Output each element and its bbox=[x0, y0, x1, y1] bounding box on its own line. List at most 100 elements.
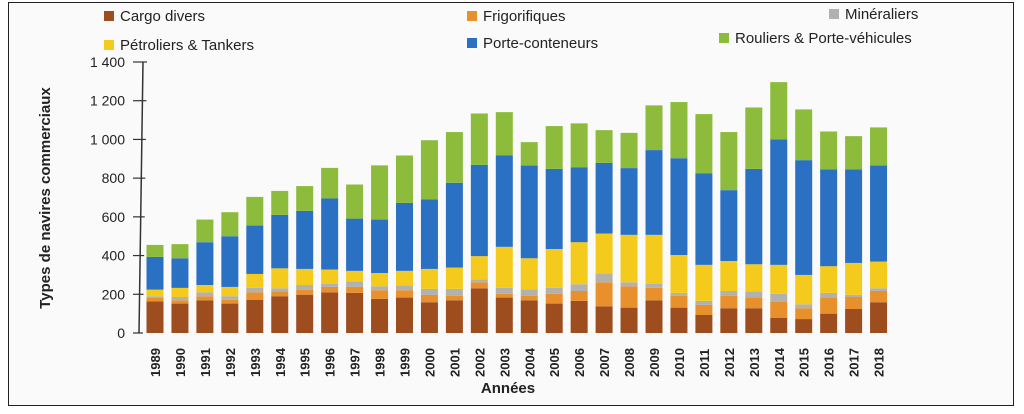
x-tick-label: 1999 bbox=[398, 348, 413, 377]
bar-porte-conteneurs-1995 bbox=[296, 210, 314, 269]
bar-stack-2006 bbox=[570, 123, 588, 333]
bar-frigorifiques-2015 bbox=[795, 308, 813, 320]
bar-frigorifiques-2012 bbox=[720, 295, 738, 309]
bar-cargo-divers-1996 bbox=[321, 292, 339, 333]
legend-swatch-cargo-divers bbox=[104, 11, 114, 21]
bar-stack-2001 bbox=[445, 132, 463, 333]
legend-swatch-petroliers-tankers bbox=[104, 40, 114, 50]
bar-stack-1989 bbox=[146, 244, 164, 333]
x-tick-label: 2012 bbox=[722, 348, 737, 377]
bar-minéraliers-2006 bbox=[570, 284, 588, 291]
bar-rouliers-porte-véhicules-2002 bbox=[470, 113, 488, 165]
legend-item-porte-conteneurs: Porte-conteneurs bbox=[467, 35, 598, 52]
bar-minéraliers-1998 bbox=[371, 286, 389, 291]
bar-frigorifiques-1993 bbox=[246, 292, 264, 300]
bar-cargo-divers-1998 bbox=[371, 298, 389, 333]
bar-pétroliers-tankers-2011 bbox=[695, 264, 713, 301]
x-tick-label: 2011 bbox=[697, 349, 712, 377]
bar-cargo-divers-1994 bbox=[271, 296, 289, 333]
x-tick-label: 2013 bbox=[747, 348, 762, 377]
bar-pétroliers-tankers-1999 bbox=[396, 270, 413, 286]
bar-frigorifiques-2010 bbox=[670, 295, 688, 308]
bar-minéraliers-2000 bbox=[420, 288, 438, 295]
bar-rouliers-porte-véhicules-2011 bbox=[695, 114, 713, 174]
bar-cargo-divers-2002 bbox=[470, 288, 488, 333]
bar-cargo-divers-2001 bbox=[445, 300, 463, 333]
bar-porte-conteneurs-1989 bbox=[146, 256, 164, 290]
bar-pétroliers-tankers-1993 bbox=[246, 273, 264, 288]
bar-pétroliers-tankers-2018 bbox=[870, 261, 888, 289]
bar-minéraliers-1995 bbox=[296, 284, 314, 290]
bar-cargo-divers-2010 bbox=[670, 307, 688, 333]
bar-stack-2002 bbox=[470, 113, 488, 333]
bar-cargo-divers-2006 bbox=[570, 300, 588, 333]
bar-stack-2009 bbox=[645, 105, 663, 333]
bar-rouliers-porte-véhicules-1994 bbox=[271, 190, 289, 215]
bar-stack-2004 bbox=[520, 142, 538, 333]
bar-stack-1994 bbox=[271, 190, 289, 333]
bar-porte-conteneurs-2015 bbox=[795, 160, 813, 275]
x-tick-label: 2018 bbox=[872, 348, 887, 377]
legend-item-cargo-divers: Cargo divers bbox=[104, 8, 205, 25]
bar-frigorifiques-1996 bbox=[321, 286, 339, 293]
x-tick-label: 1998 bbox=[373, 348, 388, 377]
legend-swatch-mineraliers bbox=[829, 9, 839, 19]
x-tick-label: 1991 bbox=[198, 348, 213, 377]
bar-cargo-divers-2012 bbox=[720, 308, 738, 333]
bar-frigorifiques-2017 bbox=[845, 296, 863, 309]
bar-rouliers-porte-véhicules-2006 bbox=[570, 123, 588, 168]
bar-cargo-divers-1997 bbox=[346, 292, 364, 333]
bar-rouliers-porte-véhicules-1999 bbox=[396, 155, 413, 203]
bar-porte-conteneurs-2001 bbox=[445, 182, 463, 268]
bar-pétroliers-tankers-2013 bbox=[745, 264, 763, 292]
legend-item-mineraliers: Minéraliers bbox=[829, 6, 918, 23]
bar-stack-2012 bbox=[720, 132, 738, 333]
bar-pétroliers-tankers-2007 bbox=[595, 233, 613, 274]
x-tick-label: 1990 bbox=[173, 348, 188, 377]
x-tick-label: 2007 bbox=[597, 348, 612, 377]
bar-stack-1998 bbox=[371, 165, 389, 333]
bar-porte-conteneurs-2005 bbox=[545, 168, 563, 249]
bar-pétroliers-tankers-2001 bbox=[445, 267, 463, 289]
bar-minéraliers-2011 bbox=[695, 300, 713, 305]
y-tick-label: 0 bbox=[117, 325, 125, 341]
bar-frigorifiques-2018 bbox=[870, 290, 888, 303]
bar-frigorifiques-1989 bbox=[146, 297, 164, 302]
bar-rouliers-porte-véhicules-1996 bbox=[321, 167, 339, 199]
bar-minéraliers-2009 bbox=[645, 283, 663, 288]
legend-swatch-porte-conteneurs bbox=[467, 38, 477, 48]
bar-porte-conteneurs-1990 bbox=[171, 258, 189, 288]
bar-cargo-divers-1992 bbox=[221, 303, 239, 333]
bar-minéraliers-2013 bbox=[745, 291, 763, 298]
axes: 0 200 400 600 800 1 000 1 200 1 400 bbox=[90, 54, 147, 341]
bar-minéraliers-1992 bbox=[221, 296, 239, 300]
bar-cargo-divers-2016 bbox=[820, 313, 838, 333]
bar-pétroliers-tankers-1991 bbox=[196, 284, 214, 293]
x-tick-label: 2000 bbox=[422, 348, 437, 377]
x-tick-label: 1995 bbox=[298, 348, 313, 377]
bar-frigorifiques-2002 bbox=[470, 282, 488, 289]
bar-rouliers-porte-véhicules-2016 bbox=[820, 131, 838, 170]
bar-frigorifiques-2009 bbox=[645, 287, 663, 301]
bar-frigorifiques-1991 bbox=[196, 296, 214, 301]
x-tick-label: 2003 bbox=[497, 348, 512, 377]
bar-porte-conteneurs-2011 bbox=[695, 173, 713, 265]
x-tick-label: 2006 bbox=[572, 348, 587, 377]
legend-label: Minéraliers bbox=[845, 6, 918, 23]
bar-stack-2017 bbox=[845, 136, 863, 333]
bar-minéraliers-1991 bbox=[196, 292, 214, 297]
bar-minéraliers-1996 bbox=[321, 283, 339, 287]
bar-porte-conteneurs-2003 bbox=[495, 155, 513, 247]
x-axis-label: Années bbox=[481, 380, 535, 397]
bar-stack-2008 bbox=[620, 132, 638, 333]
bar-minéraliers-2015 bbox=[795, 304, 813, 309]
legend-item-rouliers: Rouliers & Porte-véhicules bbox=[719, 30, 912, 47]
bar-rouliers-porte-véhicules-2013 bbox=[745, 107, 763, 169]
bar-cargo-divers-2013 bbox=[745, 308, 763, 333]
bar-porte-conteneurs-2012 bbox=[720, 190, 738, 261]
bar-porte-conteneurs-2008 bbox=[620, 168, 638, 235]
bar-minéraliers-2007 bbox=[595, 273, 613, 283]
bar-rouliers-porte-véhicules-2003 bbox=[495, 112, 513, 156]
bar-cargo-divers-2003 bbox=[495, 297, 513, 333]
bar-porte-conteneurs-2018 bbox=[870, 165, 888, 262]
